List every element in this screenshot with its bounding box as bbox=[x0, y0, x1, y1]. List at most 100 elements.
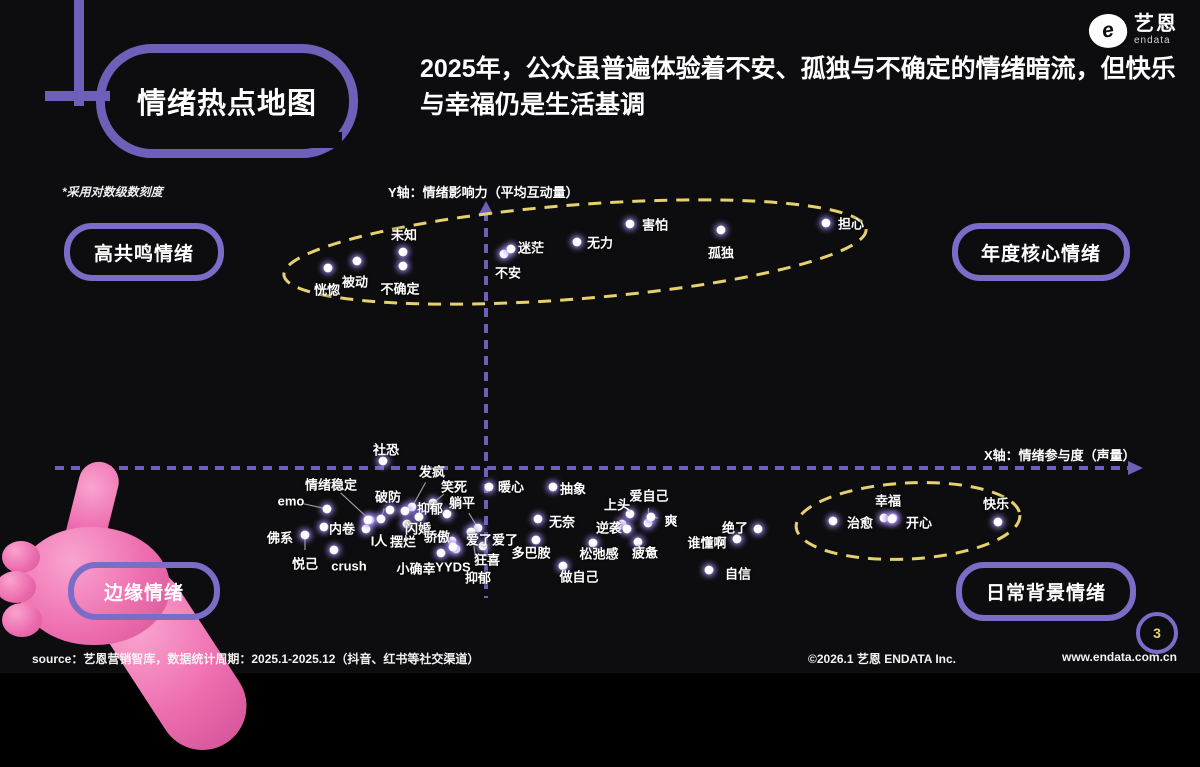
website-url: www.endata.com.cn bbox=[1062, 650, 1177, 664]
point-label: 被动 bbox=[341, 274, 369, 290]
point-label: 不安 bbox=[494, 265, 522, 281]
scatter-point bbox=[643, 518, 653, 528]
point-label: 社恐 bbox=[372, 442, 400, 458]
scatter-point bbox=[506, 244, 516, 254]
scatter-point bbox=[531, 535, 541, 545]
point-label: 逆袭 bbox=[595, 520, 623, 536]
scatter-point bbox=[376, 514, 386, 524]
scatter-point bbox=[323, 263, 333, 273]
log-scale-note: *采用对数级数刻度 bbox=[62, 185, 163, 199]
logo-subtitle: endata bbox=[1134, 35, 1171, 46]
point-label: 爽 bbox=[664, 513, 678, 529]
point-label: 情绪稳定 bbox=[304, 477, 358, 493]
point-label: 小确幸 bbox=[396, 561, 436, 577]
scatter-point bbox=[447, 536, 457, 546]
scatter-point bbox=[558, 561, 568, 571]
scatter-point bbox=[329, 545, 339, 555]
hand-knuckle bbox=[0, 571, 36, 603]
scatter-point bbox=[466, 527, 476, 537]
point-label: 狂喜 bbox=[473, 552, 501, 568]
point-label: 无奈 bbox=[548, 514, 576, 530]
scatter-point bbox=[716, 225, 726, 235]
point-label: 爱了爱了 bbox=[465, 532, 519, 548]
point-label: 暖心 bbox=[497, 479, 525, 495]
scatter-point bbox=[625, 509, 635, 519]
point-label: 笑死 bbox=[440, 479, 468, 495]
scatter-plot: 恍惚 被动 未知 不确定 不安 迷茫 无力 害怕 孤独 担心 社恐 情绪稳定 emo 破防 发疯 笑死 抑郁 躺平… bbox=[266, 216, 1009, 586]
highlight-ellipse-top bbox=[282, 198, 868, 306]
point-label: 破防 bbox=[374, 489, 402, 505]
scatter-point bbox=[646, 512, 656, 522]
point-label: crush bbox=[331, 558, 367, 574]
scatter-point bbox=[828, 516, 838, 526]
point-label: 做自己 bbox=[559, 569, 599, 585]
scatter-point bbox=[478, 541, 488, 551]
scatter-point bbox=[484, 482, 494, 492]
scatter-point bbox=[361, 524, 371, 534]
point-label: 抑郁 bbox=[464, 570, 492, 586]
scatter-point bbox=[428, 498, 438, 508]
label-leader-line bbox=[471, 530, 477, 565]
point-label: I人 bbox=[370, 533, 388, 549]
scatter-point bbox=[322, 504, 332, 514]
point-label: 疲惫 bbox=[631, 545, 659, 561]
point-label: 发疯 bbox=[418, 464, 446, 480]
scatter-point bbox=[732, 534, 742, 544]
point-label: 迷茫 bbox=[517, 240, 545, 256]
point-label: YYDS bbox=[435, 559, 471, 575]
scatter-point bbox=[588, 538, 598, 548]
scatter-point bbox=[499, 249, 509, 259]
point-label: 不确定 bbox=[380, 281, 420, 297]
point-label: 摆烂 bbox=[389, 534, 417, 550]
point-label: 闪婚 bbox=[404, 521, 432, 537]
point-label: 绝了 bbox=[721, 520, 749, 536]
decorative-vertical-bar bbox=[74, 0, 84, 106]
scatter-point bbox=[473, 523, 483, 533]
scatter-point bbox=[378, 456, 388, 466]
label-leader-line bbox=[340, 492, 371, 521]
slide-headline: 2025年，公众虽普遍体验着不安、孤独与不确定的情绪暗流，但快乐与幸福仍是生活基… bbox=[420, 55, 1176, 119]
point-label: 谁懂啊 bbox=[687, 535, 727, 551]
scatter-point bbox=[352, 256, 362, 266]
scatter-point bbox=[300, 530, 310, 540]
scatter-point bbox=[398, 261, 408, 271]
logo-texts: 艺恩 endata bbox=[1134, 14, 1178, 46]
point-label: 恍惚 bbox=[313, 282, 341, 298]
scatter-point bbox=[993, 517, 1003, 527]
decorative-horizontal-bar bbox=[45, 91, 110, 101]
point-label: 佛系 bbox=[266, 530, 294, 546]
scatter-point bbox=[633, 537, 643, 547]
point-label: 开心 bbox=[905, 515, 933, 531]
y-axis-label: Y轴：情绪影响力（平均互动量） bbox=[388, 185, 579, 200]
scatter-point bbox=[533, 514, 543, 524]
point-label: 抑郁 bbox=[416, 501, 444, 517]
scatter-point bbox=[414, 512, 424, 522]
scatter-point bbox=[887, 514, 897, 524]
scatter-point bbox=[319, 522, 329, 532]
scatter-point bbox=[398, 247, 408, 257]
hand-knuckle bbox=[2, 541, 40, 573]
copyright-text: ©2026.1 艺恩 ENDATA Inc. bbox=[808, 652, 956, 666]
capsule-gap bbox=[1098, 72, 1114, 114]
quadrant-badge-daily-background: 日常背景情绪 bbox=[956, 562, 1136, 621]
scatter-point bbox=[363, 515, 373, 525]
point-label: emo bbox=[277, 493, 305, 509]
point-label: 担心 bbox=[837, 216, 865, 232]
quadrant-badge-marginal-emotions: 边缘情绪 bbox=[68, 562, 220, 620]
page-number-badge: 3 bbox=[1136, 612, 1178, 654]
x-axis-label: X轴：情绪参与度（声量） bbox=[984, 448, 1136, 463]
point-label: 内卷 bbox=[328, 521, 356, 537]
chart-canvas-svg bbox=[55, 198, 1143, 598]
page-title: 情绪热点地图 bbox=[136, 88, 317, 120]
point-label: 害怕 bbox=[641, 217, 669, 233]
scatter-point bbox=[622, 524, 632, 534]
scatter-point bbox=[407, 502, 417, 512]
scatter-point bbox=[442, 509, 452, 519]
quadrant-badge-core-emotions: 年度核心情绪 bbox=[952, 223, 1130, 281]
title-capsule: 情绪热点地图 bbox=[96, 44, 358, 158]
scatter-point bbox=[572, 237, 582, 247]
scatter-point bbox=[548, 482, 558, 492]
x-axis-arrow-icon bbox=[1128, 461, 1143, 475]
scatter-point bbox=[617, 519, 627, 529]
